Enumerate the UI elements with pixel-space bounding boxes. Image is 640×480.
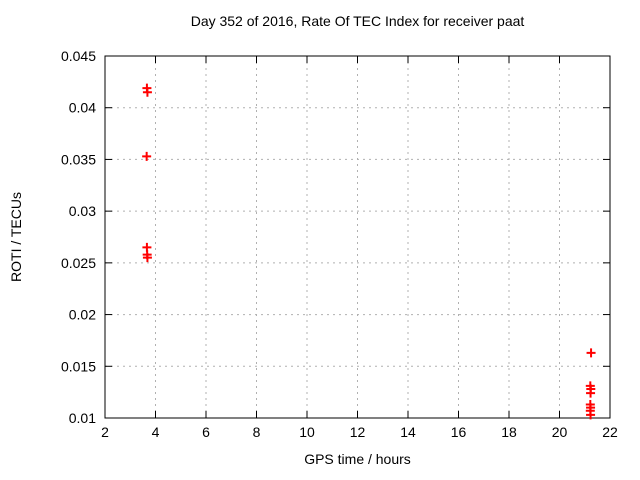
data-point bbox=[586, 388, 596, 398]
data-point bbox=[142, 87, 152, 97]
x-tick-label: 14 bbox=[400, 424, 416, 440]
y-tick-label: 0.04 bbox=[69, 100, 96, 116]
chart-title: Day 352 of 2016, Rate Of TEC Index for r… bbox=[190, 13, 525, 29]
y-tick-label: 0.02 bbox=[69, 307, 96, 323]
x-tick-label: 6 bbox=[202, 424, 210, 440]
x-axis-title: GPS time / hours bbox=[304, 451, 411, 467]
data-point bbox=[142, 151, 152, 161]
y-tick-label: 0.035 bbox=[61, 151, 96, 167]
x-tick-label: 10 bbox=[299, 424, 315, 440]
data-point bbox=[586, 410, 596, 420]
x-tick-label: 16 bbox=[451, 424, 467, 440]
x-tick-label: 12 bbox=[350, 424, 366, 440]
data-point bbox=[586, 348, 596, 358]
y-tick-label: 0.03 bbox=[69, 203, 96, 219]
y-tick-label: 0.045 bbox=[61, 48, 96, 64]
x-tick-label: 20 bbox=[552, 424, 568, 440]
data-point bbox=[142, 253, 152, 263]
y-tick-label: 0.01 bbox=[69, 410, 96, 426]
y-tick-label: 0.015 bbox=[61, 358, 96, 374]
y-tick-label: 0.025 bbox=[61, 255, 96, 271]
x-tick-label: 18 bbox=[501, 424, 517, 440]
x-tick-label: 2 bbox=[101, 424, 109, 440]
x-tick-label: 8 bbox=[253, 424, 261, 440]
y-axis-title: ROTI / TECUs bbox=[8, 192, 24, 282]
x-tick-label: 22 bbox=[602, 424, 618, 440]
x-tick-label: 4 bbox=[152, 424, 160, 440]
